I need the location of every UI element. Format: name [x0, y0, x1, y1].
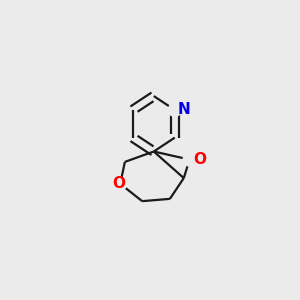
Text: N: N — [178, 102, 190, 117]
Circle shape — [168, 103, 181, 116]
Text: O: O — [112, 176, 126, 191]
Circle shape — [183, 153, 196, 166]
Text: O: O — [194, 152, 207, 167]
Circle shape — [114, 177, 127, 190]
